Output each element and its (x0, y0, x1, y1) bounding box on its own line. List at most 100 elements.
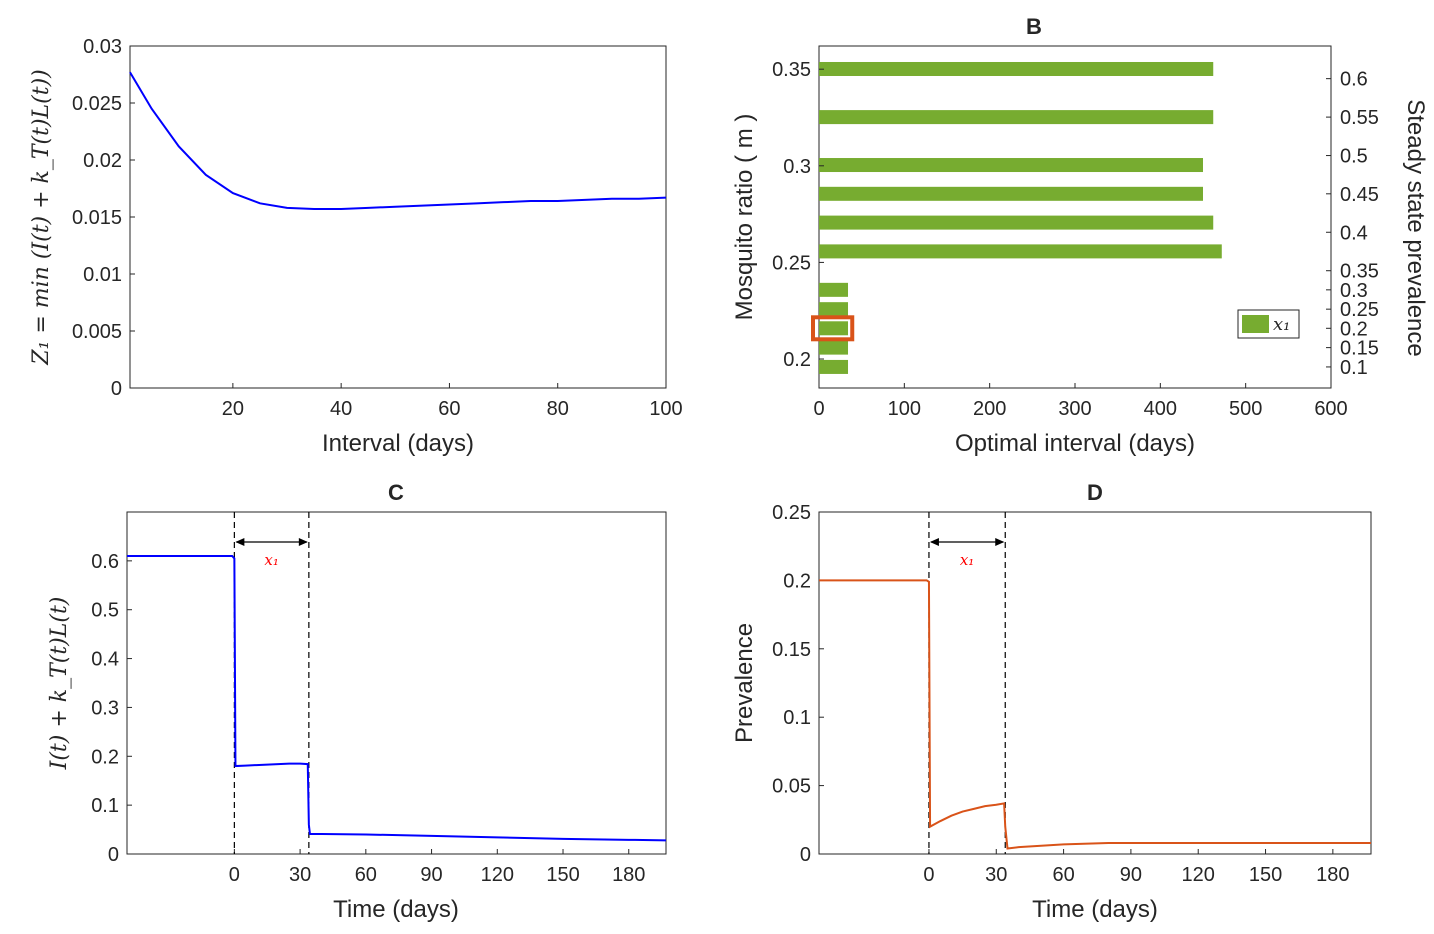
panel-c-x-tick-label: 60 (355, 864, 377, 886)
panel-b-y-right-tick-label: 0.4 (1340, 222, 1368, 244)
panel-b-bar (819, 302, 849, 317)
panel-b-bar (819, 61, 1214, 76)
panel-b-legend-label: x₁ (1273, 314, 1290, 335)
panel-c-x-label: Time (days) (333, 896, 459, 923)
panel-a-x-tick-label: 20 (222, 398, 244, 420)
panel-d-x-tick-label: 0 (923, 864, 934, 886)
panel-c-y-tick-label: 0.5 (91, 600, 119, 622)
panel-a-x-tick-label: 40 (330, 398, 352, 420)
panel-b-y-right-tick-label: 0.3 (1340, 280, 1368, 302)
panel-b-bar (819, 321, 849, 336)
panel-b-bar (819, 282, 849, 297)
panel-b-x-tick-label: 600 (1314, 398, 1347, 420)
panel-c-y-tick-label: 0.4 (91, 649, 119, 671)
panel-d-axes-box (818, 511, 1372, 855)
panel-a: 0 0.005 0.01 0.015 0.02 0.025 0.03 20 40 60 80 100… (29, 36, 683, 457)
panel-a-x-tick-label: 60 (438, 398, 460, 420)
panel-b-y-right-tick-label: 0.45 (1340, 184, 1379, 206)
panel-b-bar (819, 186, 1203, 201)
panel-c-y-tick-label: 0.2 (91, 746, 119, 768)
panel-c-x-tick-label: 150 (546, 864, 579, 886)
panel-a-x-tick-label: 80 (547, 398, 569, 420)
panel-b-y-right-tick-label: 0.35 (1340, 261, 1379, 283)
panel-b-y-tick-label: 0.25 (772, 252, 811, 274)
panel-d: 00.050.10.150.20.25 0 30 60 90 120 150 180 x₁ … (731, 480, 1372, 923)
panel-a-z1-line (129, 71, 667, 211)
panel-b-y-tick-label: 0.2 (783, 349, 811, 371)
panel-a-x-label: Interval (days) (322, 430, 474, 457)
panel-b-x-label: Optimal interval (days) (955, 430, 1195, 457)
panel-b-y-ticks-right: 0.10.150.20.250.30.35 0.4 0.45 0.5 0.55 0.6 (1326, 69, 1379, 379)
panel-b-x-tick-label: 500 (1229, 398, 1262, 420)
panel-b-y-right-tick-label: 0.2 (1340, 318, 1368, 340)
panel-c-x-tick-label: 180 (612, 864, 645, 886)
panel-c-y-tick-label: 0 (108, 844, 119, 866)
panel-b-highlight-box (811, 315, 855, 342)
panel-d-prevalence-line (819, 579, 1371, 850)
panel-c-arrow-head-left (235, 538, 245, 546)
panel-d-x-ticks: 0 30 60 90 120 150 180 (923, 849, 1350, 886)
panel-c-x-tick-label: 90 (420, 864, 442, 886)
panel-b-x-ticks: 0 100 200 300 400 500 600 (813, 383, 1348, 420)
panel-b-bar (819, 215, 1214, 230)
panel-c-y-tick-label: 0.6 (91, 551, 119, 573)
panel-b-x-tick-label: 400 (1144, 398, 1177, 420)
panel-d-y-ticks: 0 0.05 0.1 0.15 0.2 0.25 (772, 502, 824, 866)
panel-d-x-tick-label: 150 (1249, 864, 1282, 886)
panel-c-axes-box (126, 511, 667, 855)
panel-d-x-tick-label: 180 (1316, 864, 1349, 886)
panel-b-bar (819, 359, 849, 374)
panel-d-title: D (1087, 480, 1103, 505)
panel-d-y-label: Prevalence (731, 623, 758, 743)
panel-d-arrow-head-left (929, 538, 939, 546)
panel-c-x-tick-label: 30 (289, 864, 311, 886)
panel-a-y-tick-label: 0.01 (83, 264, 122, 286)
panel-d-x-tick-label: 60 (1052, 864, 1074, 886)
panel-c-title: C (388, 480, 404, 505)
panel-b-y-tick-label: 0.3 (783, 156, 811, 178)
panel-d-x-tick-label: 120 (1182, 864, 1215, 886)
panel-c: 00.10.20.30.40.50.6 0 30 60 90 120 150 180 x₁ … (47, 480, 667, 923)
panel-d-y-tick-label: 0.05 (772, 776, 811, 798)
panel-a-y-tick-label: 0.015 (72, 207, 122, 229)
panel-d-y-tick-label: 0.2 (783, 570, 811, 592)
panel-c-interval-label: x₁ (264, 551, 278, 569)
panel-b-x-tick-label: 0 (813, 398, 824, 420)
panel-a-y-tick-label: 0.02 (83, 150, 122, 172)
panel-a-y-ticks: 0 0.005 0.01 0.015 0.02 0.025 0.03 (72, 36, 135, 400)
panel-b: 0.20.250.30.35 0.10.150.20.250.30.350.40… (731, 14, 1429, 457)
panel-b-x-tick-label: 100 (888, 398, 921, 420)
panel-d-y-tick-label: 0.15 (772, 639, 811, 661)
panel-b-y-right-tick-label: 0.1 (1340, 357, 1368, 379)
panel-a-y-tick-label: 0.025 (72, 93, 122, 115)
panel-b-y-right-tick-label: 0.15 (1340, 338, 1379, 360)
panel-b-y-ticks: 0.2 0.25 0.3 0.35 (772, 59, 824, 371)
panel-b-bar (819, 110, 1214, 125)
panel-d-y-tick-label: 0.1 (783, 707, 811, 729)
panel-d-interval-label: x₁ (960, 551, 974, 569)
panel-b-y-label-right: Steady state prevalence (1402, 99, 1429, 357)
panel-a-y-tick-label: 0.005 (72, 321, 122, 343)
panel-d-y-tick-label: 0 (800, 844, 811, 866)
panel-b-y-right-tick-label: 0.25 (1340, 299, 1379, 321)
panel-a-x-ticks: 20 40 60 80 100 (222, 383, 683, 420)
panel-c-x-ticks: 0 30 60 90 120 150 180 (229, 849, 645, 886)
panel-d-arrow-head-right (995, 538, 1005, 546)
panel-a-y-tick-label: 0.03 (83, 36, 122, 58)
panel-c-x-tick-label: 0 (229, 864, 240, 886)
panel-b-y-right-tick-label: 0.5 (1340, 146, 1368, 168)
panel-b-legend: x₁ (1237, 309, 1300, 339)
panel-d-x-label: Time (days) (1032, 896, 1158, 923)
panel-b-y-tick-label: 0.35 (772, 59, 811, 81)
panel-b-bar (819, 340, 849, 355)
panel-c-arrow-head-right (298, 538, 308, 546)
panel-b-y-label: Mosquito ratio ( m ) (731, 114, 758, 321)
panel-d-interval-arrow (929, 538, 1005, 546)
panel-c-y-ticks: 0 0.1 0.2 0.3 0.4 0.5 0.6 (91, 551, 132, 866)
panel-d-y-tick-label: 0.25 (772, 502, 811, 524)
panel-b-legend-swatch (1242, 315, 1269, 333)
panel-b-y-right-tick-label: 0.55 (1340, 107, 1379, 129)
panel-c-series-line (127, 554, 667, 842)
panel-a-y-tick-label: 0 (111, 378, 122, 400)
panel-a-x-tick-label: 100 (649, 398, 682, 420)
